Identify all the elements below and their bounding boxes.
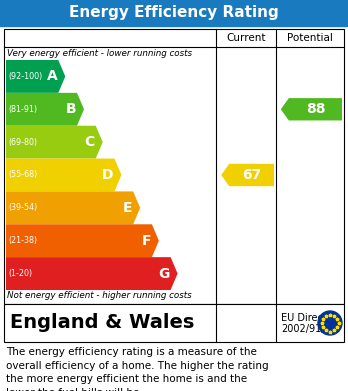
- Text: Energy Efficiency Rating: Energy Efficiency Rating: [69, 5, 279, 20]
- Text: G: G: [158, 267, 169, 281]
- Text: England & Wales: England & Wales: [10, 314, 195, 332]
- Polygon shape: [6, 224, 159, 257]
- Bar: [4, 29, 344, 304]
- Text: (39-54): (39-54): [8, 203, 37, 212]
- Text: (1-20): (1-20): [8, 269, 32, 278]
- Text: Not energy efficient - higher running costs: Not energy efficient - higher running co…: [7, 291, 192, 300]
- Text: 88: 88: [306, 102, 325, 116]
- Text: A: A: [47, 70, 57, 83]
- Polygon shape: [6, 93, 84, 126]
- Circle shape: [318, 311, 342, 335]
- Text: (55-68): (55-68): [8, 170, 37, 179]
- Text: Very energy efficient - lower running costs: Very energy efficient - lower running co…: [7, 49, 192, 58]
- Polygon shape: [6, 159, 121, 192]
- Text: (21-38): (21-38): [8, 236, 37, 245]
- Text: D: D: [102, 168, 113, 182]
- Bar: [0, 0, 348, 26]
- Text: Current: Current: [226, 33, 266, 43]
- Text: F: F: [141, 234, 151, 248]
- Polygon shape: [281, 98, 342, 120]
- Text: 2002/91/EC: 2002/91/EC: [281, 324, 337, 334]
- Text: EU Directive: EU Directive: [281, 313, 341, 323]
- Polygon shape: [6, 257, 177, 290]
- Polygon shape: [6, 126, 103, 159]
- Polygon shape: [6, 192, 140, 224]
- Polygon shape: [6, 60, 65, 93]
- Text: (69-80): (69-80): [8, 138, 37, 147]
- Text: C: C: [85, 135, 95, 149]
- Text: B: B: [65, 102, 76, 116]
- Text: The energy efficiency rating is a measure of the
overall efficiency of a home. T: The energy efficiency rating is a measur…: [6, 347, 269, 391]
- Text: 67: 67: [242, 168, 261, 182]
- Polygon shape: [221, 164, 274, 186]
- Bar: [4, 304, 344, 342]
- Text: (92-100): (92-100): [8, 72, 42, 81]
- Text: (81-91): (81-91): [8, 105, 37, 114]
- Text: E: E: [122, 201, 132, 215]
- Text: Potential: Potential: [287, 33, 333, 43]
